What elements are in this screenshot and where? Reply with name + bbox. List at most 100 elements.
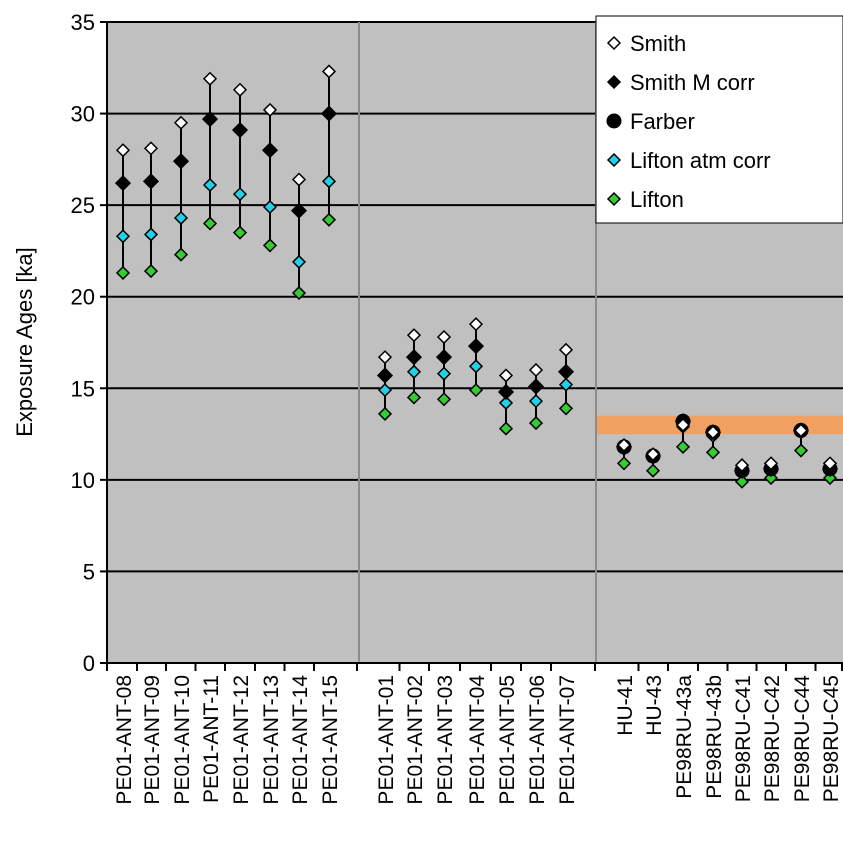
- x-tick-label: PE01-ANT-08: [113, 675, 136, 805]
- lifton-marker: [793, 443, 809, 458]
- x-tick-label: PE98RU-C44: [791, 675, 814, 803]
- x-tick-label: PE01-ANT-03: [434, 675, 457, 805]
- lifton-marker: [675, 439, 691, 454]
- smith-marker: [528, 362, 544, 378]
- lifton-atm-corr-marker: [115, 229, 131, 244]
- lifton-atm-corr-marker: [143, 227, 159, 242]
- x-tick-label: PE98RU-C41: [732, 675, 755, 802]
- smith-marker: [291, 172, 307, 187]
- smith-marker: [616, 437, 632, 453]
- x-tick-label: PE01-ANT-11: [200, 675, 223, 803]
- x-tick-label: PE01-ANT-01: [375, 675, 398, 805]
- legend-marker: [606, 74, 622, 90]
- lifton-marker: [468, 383, 484, 398]
- lifton-marker: [321, 212, 337, 227]
- lifton-marker: [436, 392, 452, 407]
- lifton-marker: [734, 474, 750, 489]
- smith-m-corr-marker: [142, 173, 160, 190]
- lifton-marker: [498, 421, 514, 436]
- lifton-atm-corr-marker: [173, 210, 189, 226]
- lifton-marker: [143, 264, 159, 279]
- x-tick-label: PE98RU-C45: [820, 675, 843, 802]
- x-tick-label: PE01-ANT-15: [319, 675, 342, 805]
- smith-marker: [763, 456, 779, 471]
- smith-m-corr-marker: [557, 363, 575, 380]
- lifton-marker: [645, 463, 661, 478]
- smith-marker: [734, 458, 750, 473]
- smith-m-corr-marker: [527, 378, 545, 395]
- smith-marker: [675, 417, 691, 432]
- legend-entry-lifton-atm-corr: Lifton atm corr: [630, 148, 771, 173]
- smith-m-corr-marker: [320, 105, 338, 122]
- lifton-atm-corr-marker: [436, 366, 452, 381]
- smith-marker: [262, 102, 278, 117]
- x-tick-label: PE01-ANT-10: [171, 675, 194, 805]
- smith-marker: [468, 317, 484, 332]
- reference-band: [596, 415, 843, 435]
- legend-marker: [606, 191, 622, 207]
- smith-marker: [173, 115, 189, 130]
- lifton-marker: [705, 445, 721, 460]
- x-tick-label: PE01-ANT-09: [141, 675, 164, 805]
- smith-m-corr-marker: [405, 349, 423, 366]
- y-axis-title: Exposure Ages [ka]: [12, 247, 37, 437]
- legend-marker: [606, 113, 622, 129]
- lifton-marker: [528, 416, 544, 431]
- lifton-atm-corr-marker: [321, 174, 337, 189]
- x-tick-label: PE01-ANT-04: [466, 675, 489, 805]
- lifton-marker: [232, 225, 248, 240]
- lifton-marker: [262, 238, 278, 253]
- lifton-atm-corr-marker: [232, 187, 248, 202]
- legend-marker: [606, 35, 622, 51]
- x-tick-label: PE01-ANT-07: [556, 675, 579, 805]
- x-tick-label: PE01-ANT-06: [526, 675, 549, 805]
- legend-entry-smith: Smith: [630, 31, 686, 56]
- y-tick-label: 25: [71, 193, 95, 218]
- x-tick-label: PE98RU-43b: [703, 675, 726, 799]
- smith-marker: [377, 350, 393, 365]
- x-tick-label: PE01-ANT-02: [404, 675, 427, 805]
- x-tick-label: PE98RU-C42: [761, 675, 784, 802]
- data-markers: [114, 64, 839, 489]
- smith-m-corr-marker: [435, 349, 453, 366]
- legend-entry-lifton: Lifton: [630, 187, 684, 212]
- smith-marker: [705, 425, 721, 440]
- smith-m-corr-marker: [114, 175, 132, 192]
- x-tick-label: PE98RU-43a: [673, 675, 696, 799]
- y-tick-label: 5: [83, 559, 95, 584]
- smith-m-corr-marker: [497, 383, 515, 401]
- y-tick-label: 0: [83, 651, 95, 676]
- smith-marker: [558, 342, 574, 357]
- smith-marker: [321, 64, 337, 79]
- smith-m-corr-marker: [231, 121, 249, 139]
- y-tick-label: 20: [71, 285, 95, 310]
- x-tick-labels: PE01-ANT-08 PE01-ANT-09 PE01-ANT-10 PE01-AN…: [113, 675, 843, 805]
- gridlines: [107, 21, 843, 573]
- x-tick-label: HU-41: [614, 675, 637, 736]
- lifton-atm-corr-marker: [558, 377, 574, 392]
- smith-marker: [436, 329, 452, 345]
- x-tick-label: HU-43: [643, 675, 666, 736]
- smith-m-corr-marker: [172, 153, 190, 170]
- x-tick-label: PE01-ANT-13: [260, 675, 283, 805]
- smith-marker: [822, 456, 838, 471]
- lifton-atm-corr-marker: [406, 364, 422, 379]
- x-tick-label: PE01-ANT-14: [289, 675, 312, 805]
- y-tick-label: 35: [71, 10, 95, 35]
- smith-marker: [498, 368, 514, 383]
- y-tick-label: 15: [71, 376, 95, 401]
- smith-m-corr-marker: [201, 111, 219, 128]
- lifton-atm-corr-marker: [528, 394, 544, 409]
- lifton-atm-corr-marker: [468, 359, 484, 374]
- smith-m-corr-marker: [290, 202, 308, 219]
- legend-entry-smith-m-corr: Smith M corr: [630, 70, 755, 95]
- lifton-marker: [558, 401, 574, 416]
- y-tick-label: 10: [71, 468, 95, 493]
- lifton-marker: [115, 265, 131, 280]
- lifton-marker: [291, 285, 307, 301]
- legend-box: [595, 15, 843, 224]
- lifton-atm-corr-marker: [498, 395, 514, 410]
- lifton-marker: [377, 406, 393, 421]
- smith-m-corr-marker: [467, 338, 485, 355]
